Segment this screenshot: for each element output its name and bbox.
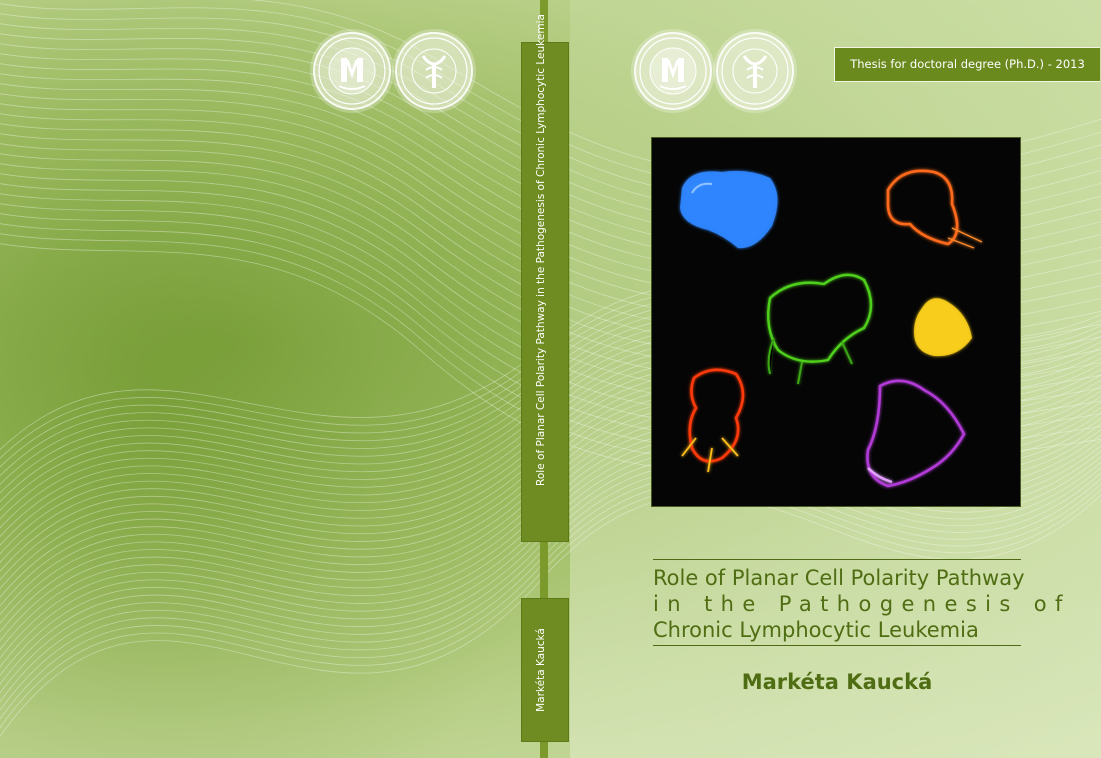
red-cell [688, 368, 745, 463]
back-cover [0, 0, 512, 758]
title-rule-bottom [653, 645, 1021, 646]
spine-author-panel [521, 598, 569, 742]
spine-author: Markéta Kaucká [535, 628, 547, 712]
book-spine: Role of Planar Cell Polarity Pathway in … [518, 0, 570, 758]
purple-cell [866, 379, 966, 488]
university-seal-logo-front [634, 32, 712, 110]
green-cell [767, 273, 873, 363]
spine-title-panel [521, 42, 569, 542]
blue-cell [680, 170, 778, 249]
title-line-3: Chronic Lymphocytic Leukemia [653, 618, 979, 642]
thesis-degree-banner: Thesis for doctoral degree (Ph.D.) - 201… [834, 47, 1100, 82]
title-line-2: in the Pathogenesis of [653, 592, 1071, 616]
thesis-degree-label: Thesis for doctoral degree (Ph.D.) - 201… [850, 57, 1085, 71]
university-seal-logo [313, 32, 391, 110]
spine-title: Role of Planar Cell Polarity Pathway in … [535, 14, 547, 486]
faculty-seal-logo-front [716, 32, 794, 110]
orange-cell [886, 169, 959, 246]
cell-microscopy-image [651, 137, 1021, 507]
author-name: Markéta Kaucká [741, 670, 933, 694]
yellow-cell [914, 298, 972, 357]
title-rule-top [653, 559, 1021, 560]
title-line-1: Role of Planar Cell Polarity Pathway [653, 566, 1025, 590]
faculty-seal-logo [395, 32, 473, 110]
